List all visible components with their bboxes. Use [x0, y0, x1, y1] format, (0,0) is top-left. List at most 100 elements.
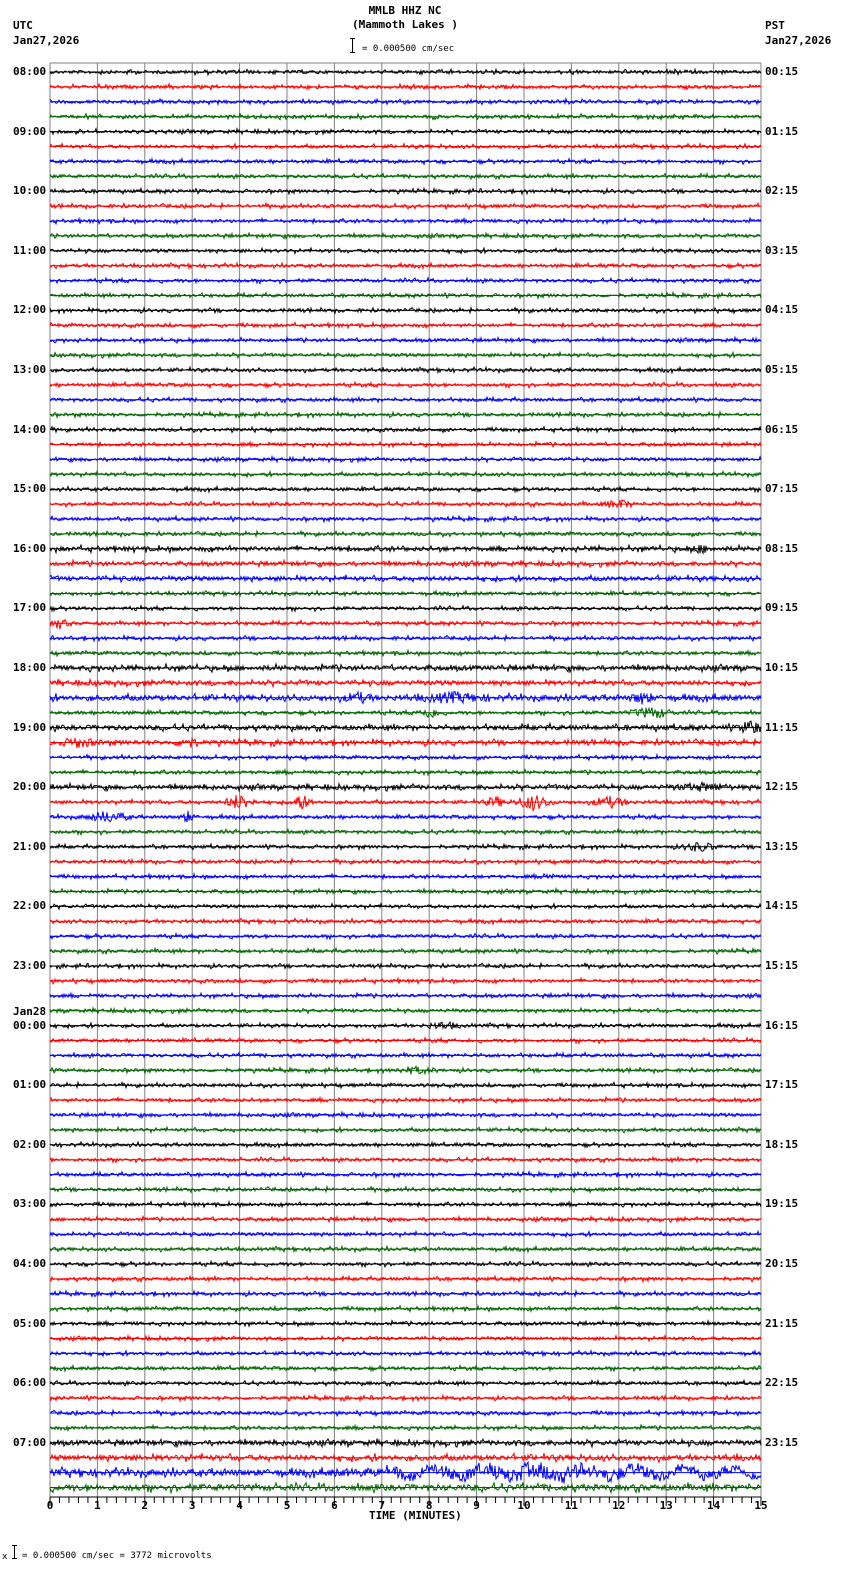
seismic-trace	[49, 720, 762, 735]
seismic-trace	[49, 1184, 762, 1194]
seismic-trace	[49, 67, 762, 77]
seismic-trace	[49, 1333, 762, 1343]
seismic-trace	[49, 380, 762, 390]
pst-hour-label: 13:15	[765, 839, 799, 853]
pst-hour-label: 17:15	[765, 1078, 799, 1092]
seismic-trace	[49, 1214, 762, 1224]
seismic-trace	[49, 201, 762, 211]
x-tick-label: 12	[612, 1499, 626, 1512]
seismic-trace	[49, 97, 762, 107]
seismic-trace	[49, 126, 762, 136]
seismic-trace	[49, 529, 762, 539]
pst-hour-label: 09:15	[765, 601, 799, 615]
seismic-trace	[49, 662, 762, 674]
left-timezone: UTC	[13, 19, 33, 32]
seismic-trace	[49, 112, 762, 122]
seismic-trace	[49, 1110, 762, 1120]
pst-hour-label: 16:15	[765, 1018, 799, 1032]
seismic-trace	[49, 469, 762, 479]
pst-hour-label: 02:15	[765, 184, 799, 198]
pst-hour-label: 21:15	[765, 1316, 799, 1330]
pst-hour-label: 07:15	[765, 482, 799, 496]
x-tick-label: 7	[378, 1499, 386, 1512]
pst-hour-label: 14:15	[765, 899, 799, 913]
seismic-trace	[49, 440, 762, 449]
utc-hour-label: 10:00	[13, 184, 47, 198]
seismic-trace	[49, 931, 762, 941]
utc-hour-label: 01:00	[13, 1078, 47, 1092]
seismic-trace	[49, 320, 762, 330]
seismic-trace	[49, 976, 762, 986]
pst-hour-label: 03:15	[765, 243, 799, 257]
seismic-trace	[49, 1244, 762, 1254]
pst-hour-label: 23:15	[765, 1435, 799, 1449]
x-tick-label: 15	[754, 1499, 768, 1512]
seismic-trace	[49, 395, 762, 404]
seismic-trace	[50, 186, 762, 196]
seismic-trace	[49, 409, 762, 420]
station-title: MMLB HHZ NC	[368, 4, 442, 17]
utc-hour-label: 12:00	[13, 303, 47, 317]
seismic-trace	[49, 276, 762, 285]
seismic-trace	[49, 1050, 762, 1060]
seismic-trace	[49, 604, 762, 613]
right-date: Jan27,2026	[765, 34, 832, 47]
seismic-trace	[49, 1274, 762, 1284]
x-axis-title: TIME (MINUTES)	[369, 1509, 462, 1522]
seismic-trace	[49, 827, 762, 837]
x-tick-label: 6	[331, 1499, 338, 1512]
x-tick-label: 4	[236, 1499, 243, 1512]
seismic-trace	[49, 514, 762, 524]
pst-hour-label: 05:15	[765, 363, 799, 376]
pst-hour-label: 22:15	[765, 1376, 799, 1390]
seismic-trace	[49, 961, 762, 971]
seismic-trace	[49, 901, 762, 911]
seismic-trace	[49, 618, 762, 630]
seismic-trace	[49, 424, 762, 434]
pst-hour-label: 20:15	[765, 1257, 799, 1270]
pst-hour-label: 10:15	[765, 661, 799, 674]
seismic-trace	[49, 794, 762, 813]
pst-hour-label: 18:15	[765, 1137, 799, 1151]
seismic-trace	[49, 1437, 762, 1449]
utc-hour-label: 03:00	[13, 1197, 47, 1211]
seismic-trace	[49, 856, 762, 867]
utc-hour-label: 16:00	[13, 541, 47, 555]
utc-hour-label: 08:00	[13, 65, 47, 78]
utc-hour-label: 21:00	[13, 839, 47, 853]
seismic-trace	[49, 1481, 762, 1495]
right-timezone: PST	[765, 19, 785, 32]
footer-scale-bar-icon	[12, 1545, 17, 1559]
seismic-trace	[49, 1393, 762, 1403]
seismic-trace	[49, 588, 762, 599]
seismic-trace	[49, 261, 762, 271]
seismic-trace	[49, 365, 762, 375]
seismic-trace	[49, 1140, 762, 1150]
seismic-trace	[49, 246, 762, 256]
utc-hour-label: 07:00	[13, 1435, 47, 1449]
seismic-trace	[49, 1451, 762, 1464]
utc-hour-label: 19:00	[13, 720, 47, 734]
seismic-trace	[49, 648, 762, 658]
pst-hour-label: 15:15	[765, 959, 799, 972]
pst-hour-label: 11:15	[765, 720, 799, 734]
seismic-trace	[49, 141, 762, 151]
seismic-trace	[49, 916, 762, 926]
seismic-trace	[49, 1125, 762, 1135]
pst-hour-label: 19:15	[765, 1197, 799, 1211]
seismic-trace	[49, 780, 762, 793]
seismic-trace	[49, 633, 762, 643]
seismic-trace	[49, 1199, 762, 1209]
utc-hour-label: 09:00	[13, 124, 47, 138]
seismic-trace	[49, 1020, 762, 1031]
seismic-trace	[49, 736, 762, 749]
utc-hour-label: 00:00	[13, 1018, 47, 1032]
utc-hour-label: 20:00	[13, 780, 47, 794]
seismic-trace	[49, 706, 762, 719]
seismic-trace	[49, 454, 762, 464]
x-tick-label: 13	[659, 1499, 673, 1512]
seismic-trace	[49, 886, 762, 896]
footer-scale-label: = 0.000500 cm/sec = 3772 microvolts	[22, 1551, 212, 1561]
seismic-trace	[49, 498, 762, 509]
